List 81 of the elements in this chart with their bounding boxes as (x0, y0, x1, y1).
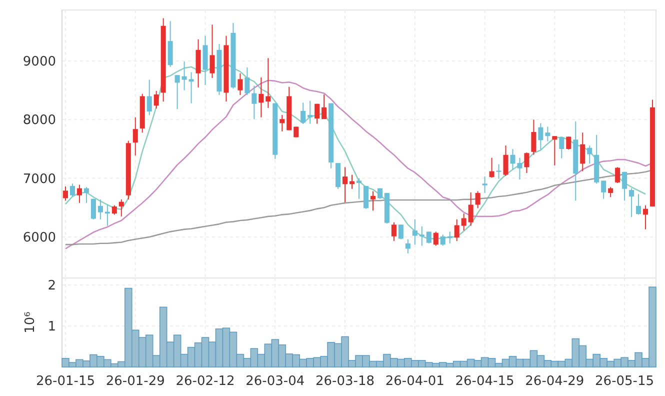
candlestick (629, 188, 634, 218)
candlestick (566, 136, 572, 150)
candlestick (98, 198, 103, 220)
x-tick-label: 26-04-01 (385, 374, 444, 389)
y-tick-label: 9000 (22, 54, 56, 70)
candlestick (62, 186, 68, 202)
y-tick-label: 1 (48, 320, 56, 335)
candlestick (104, 204, 110, 226)
candlestick (545, 126, 550, 142)
candlestick (258, 76, 264, 118)
candlestick (174, 74, 180, 110)
y-axis-title: 10⁶ (23, 312, 38, 334)
candlestick (146, 79, 152, 116)
candlestick (314, 103, 320, 124)
y-tick-label: 8000 (22, 113, 56, 128)
candlestick (622, 171, 628, 202)
candlestick (643, 204, 648, 230)
candlestick (405, 238, 410, 254)
candlestick (294, 126, 299, 138)
candlestick (601, 180, 606, 200)
candlestick (300, 102, 306, 124)
candlestick (433, 231, 438, 246)
candlestick (531, 119, 536, 156)
candlestick (461, 212, 466, 231)
x-tick-label: 26-01-29 (106, 374, 165, 389)
candlestick (154, 90, 159, 110)
x-tick-label: 26-03-04 (246, 374, 305, 389)
x-tick-label: 26-03-18 (316, 374, 375, 389)
candlestick (391, 222, 396, 242)
candlestick (182, 61, 187, 91)
candlestick (308, 100, 313, 124)
candlestick (363, 185, 369, 210)
candlestick (342, 166, 348, 203)
candlestick (266, 58, 271, 108)
candlestick (587, 144, 592, 164)
candlestick (475, 190, 480, 209)
candlestick (112, 204, 117, 216)
x-tick-label: 26-04-15 (455, 374, 514, 389)
candlestick (496, 164, 502, 180)
candlestick (70, 183, 75, 197)
candlestick (280, 114, 285, 132)
candlestick (482, 176, 488, 194)
candlestick (132, 116, 138, 156)
candlestick (426, 231, 432, 244)
x-tick-label: 26-02-12 (176, 374, 235, 389)
candlestick (552, 136, 558, 166)
candlestick (322, 94, 327, 120)
candlestick (489, 157, 494, 178)
x-tick-label: 26-05-15 (595, 374, 654, 389)
candlestick (419, 226, 424, 246)
x-tick-label: 26-04-29 (525, 374, 584, 389)
candlestick (238, 72, 243, 96)
candlestick (503, 144, 508, 176)
candlestick (244, 66, 250, 96)
candlestick (252, 85, 257, 120)
y-tick-label: 6000 (22, 230, 56, 246)
candlestick (538, 122, 544, 150)
candlestick (636, 194, 642, 216)
candlestick (210, 24, 215, 79)
candlestick (615, 166, 620, 184)
candlestick (454, 218, 460, 242)
candlestick (468, 192, 474, 226)
candlestick (196, 38, 201, 88)
x-tick-label: 26-01-15 (36, 374, 95, 389)
candlestick (84, 186, 89, 204)
candlestick (188, 72, 194, 104)
candlestick (90, 198, 96, 220)
candlestick (524, 152, 530, 174)
candlestick (118, 198, 124, 217)
candlestick (440, 234, 446, 246)
y-tick-label: 2 (48, 278, 56, 294)
candlestick (349, 174, 355, 190)
candlestick (412, 218, 418, 246)
candlestick (580, 132, 586, 172)
candlestick (370, 190, 376, 212)
candlestick (356, 178, 362, 200)
candlestick (398, 224, 404, 240)
candlestick (76, 184, 82, 204)
candlestick (559, 136, 564, 159)
candlestick (608, 186, 614, 198)
y-tick-label: 7000 (22, 172, 56, 187)
